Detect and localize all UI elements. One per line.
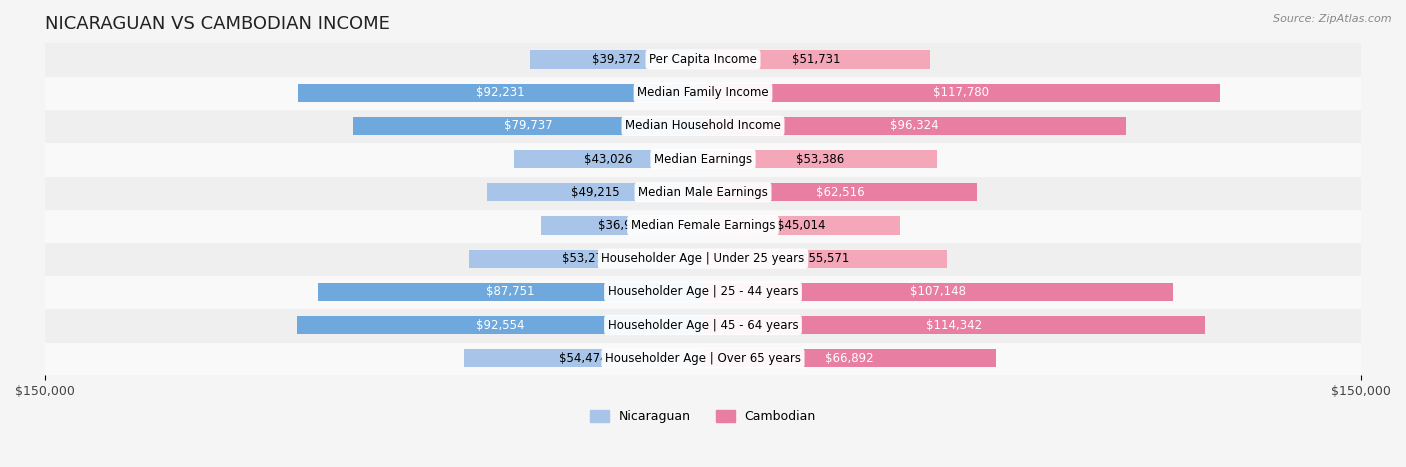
Text: Per Capita Income: Per Capita Income	[650, 53, 756, 66]
Bar	[703, 283, 1173, 301]
Bar	[298, 84, 703, 102]
Legend: Nicaraguan, Cambodian: Nicaraguan, Cambodian	[585, 405, 821, 428]
Text: $62,516: $62,516	[815, 186, 865, 199]
Text: $114,342: $114,342	[925, 318, 981, 332]
Bar	[297, 316, 703, 334]
Bar	[353, 117, 703, 135]
Text: $107,148: $107,148	[910, 285, 966, 298]
Text: Median Female Earnings: Median Female Earnings	[631, 219, 775, 232]
Text: $55,571: $55,571	[800, 252, 849, 265]
Bar	[45, 308, 1361, 342]
Bar	[45, 76, 1361, 109]
Text: $49,215: $49,215	[571, 186, 620, 199]
Bar	[530, 50, 703, 69]
Text: $92,231: $92,231	[477, 86, 524, 99]
Text: $87,751: $87,751	[486, 285, 534, 298]
Text: Median Earnings: Median Earnings	[654, 153, 752, 166]
Text: $39,372: $39,372	[592, 53, 641, 66]
Bar	[318, 283, 703, 301]
Text: $96,324: $96,324	[890, 120, 939, 132]
Text: Median Male Earnings: Median Male Earnings	[638, 186, 768, 199]
Bar	[703, 349, 997, 368]
Bar	[515, 150, 703, 168]
Bar	[703, 50, 929, 69]
Bar	[470, 249, 703, 268]
Text: $43,026: $43,026	[585, 153, 633, 166]
Text: Householder Age | Over 65 years: Householder Age | Over 65 years	[605, 352, 801, 365]
Text: Householder Age | 45 - 64 years: Householder Age | 45 - 64 years	[607, 318, 799, 332]
Text: $117,780: $117,780	[934, 86, 990, 99]
Text: Median Family Income: Median Family Income	[637, 86, 769, 99]
Text: $36,904: $36,904	[598, 219, 647, 232]
Bar	[45, 275, 1361, 308]
Text: Householder Age | 25 - 44 years: Householder Age | 25 - 44 years	[607, 285, 799, 298]
Bar	[464, 349, 703, 368]
Bar	[703, 183, 977, 201]
Text: $45,014: $45,014	[778, 219, 825, 232]
Text: Source: ZipAtlas.com: Source: ZipAtlas.com	[1274, 14, 1392, 24]
Text: $92,554: $92,554	[475, 318, 524, 332]
Bar	[45, 176, 1361, 209]
Text: NICARAGUAN VS CAMBODIAN INCOME: NICARAGUAN VS CAMBODIAN INCOME	[45, 15, 389, 33]
Bar	[486, 183, 703, 201]
Bar	[45, 109, 1361, 142]
Bar	[45, 209, 1361, 242]
Text: $79,737: $79,737	[503, 120, 553, 132]
Text: Median Household Income: Median Household Income	[626, 120, 780, 132]
Text: $54,474: $54,474	[560, 352, 607, 365]
Bar	[703, 249, 946, 268]
Text: $53,386: $53,386	[796, 153, 844, 166]
Bar	[45, 43, 1361, 76]
Bar	[541, 216, 703, 234]
Text: Householder Age | Under 25 years: Householder Age | Under 25 years	[602, 252, 804, 265]
Text: $51,731: $51,731	[792, 53, 841, 66]
Bar	[703, 150, 938, 168]
Bar	[703, 117, 1126, 135]
Bar	[45, 242, 1361, 275]
Bar	[703, 84, 1220, 102]
Text: $53,275: $53,275	[562, 252, 610, 265]
Bar	[45, 142, 1361, 176]
Bar	[703, 316, 1205, 334]
Bar	[45, 342, 1361, 375]
Bar	[703, 216, 900, 234]
Text: $66,892: $66,892	[825, 352, 875, 365]
